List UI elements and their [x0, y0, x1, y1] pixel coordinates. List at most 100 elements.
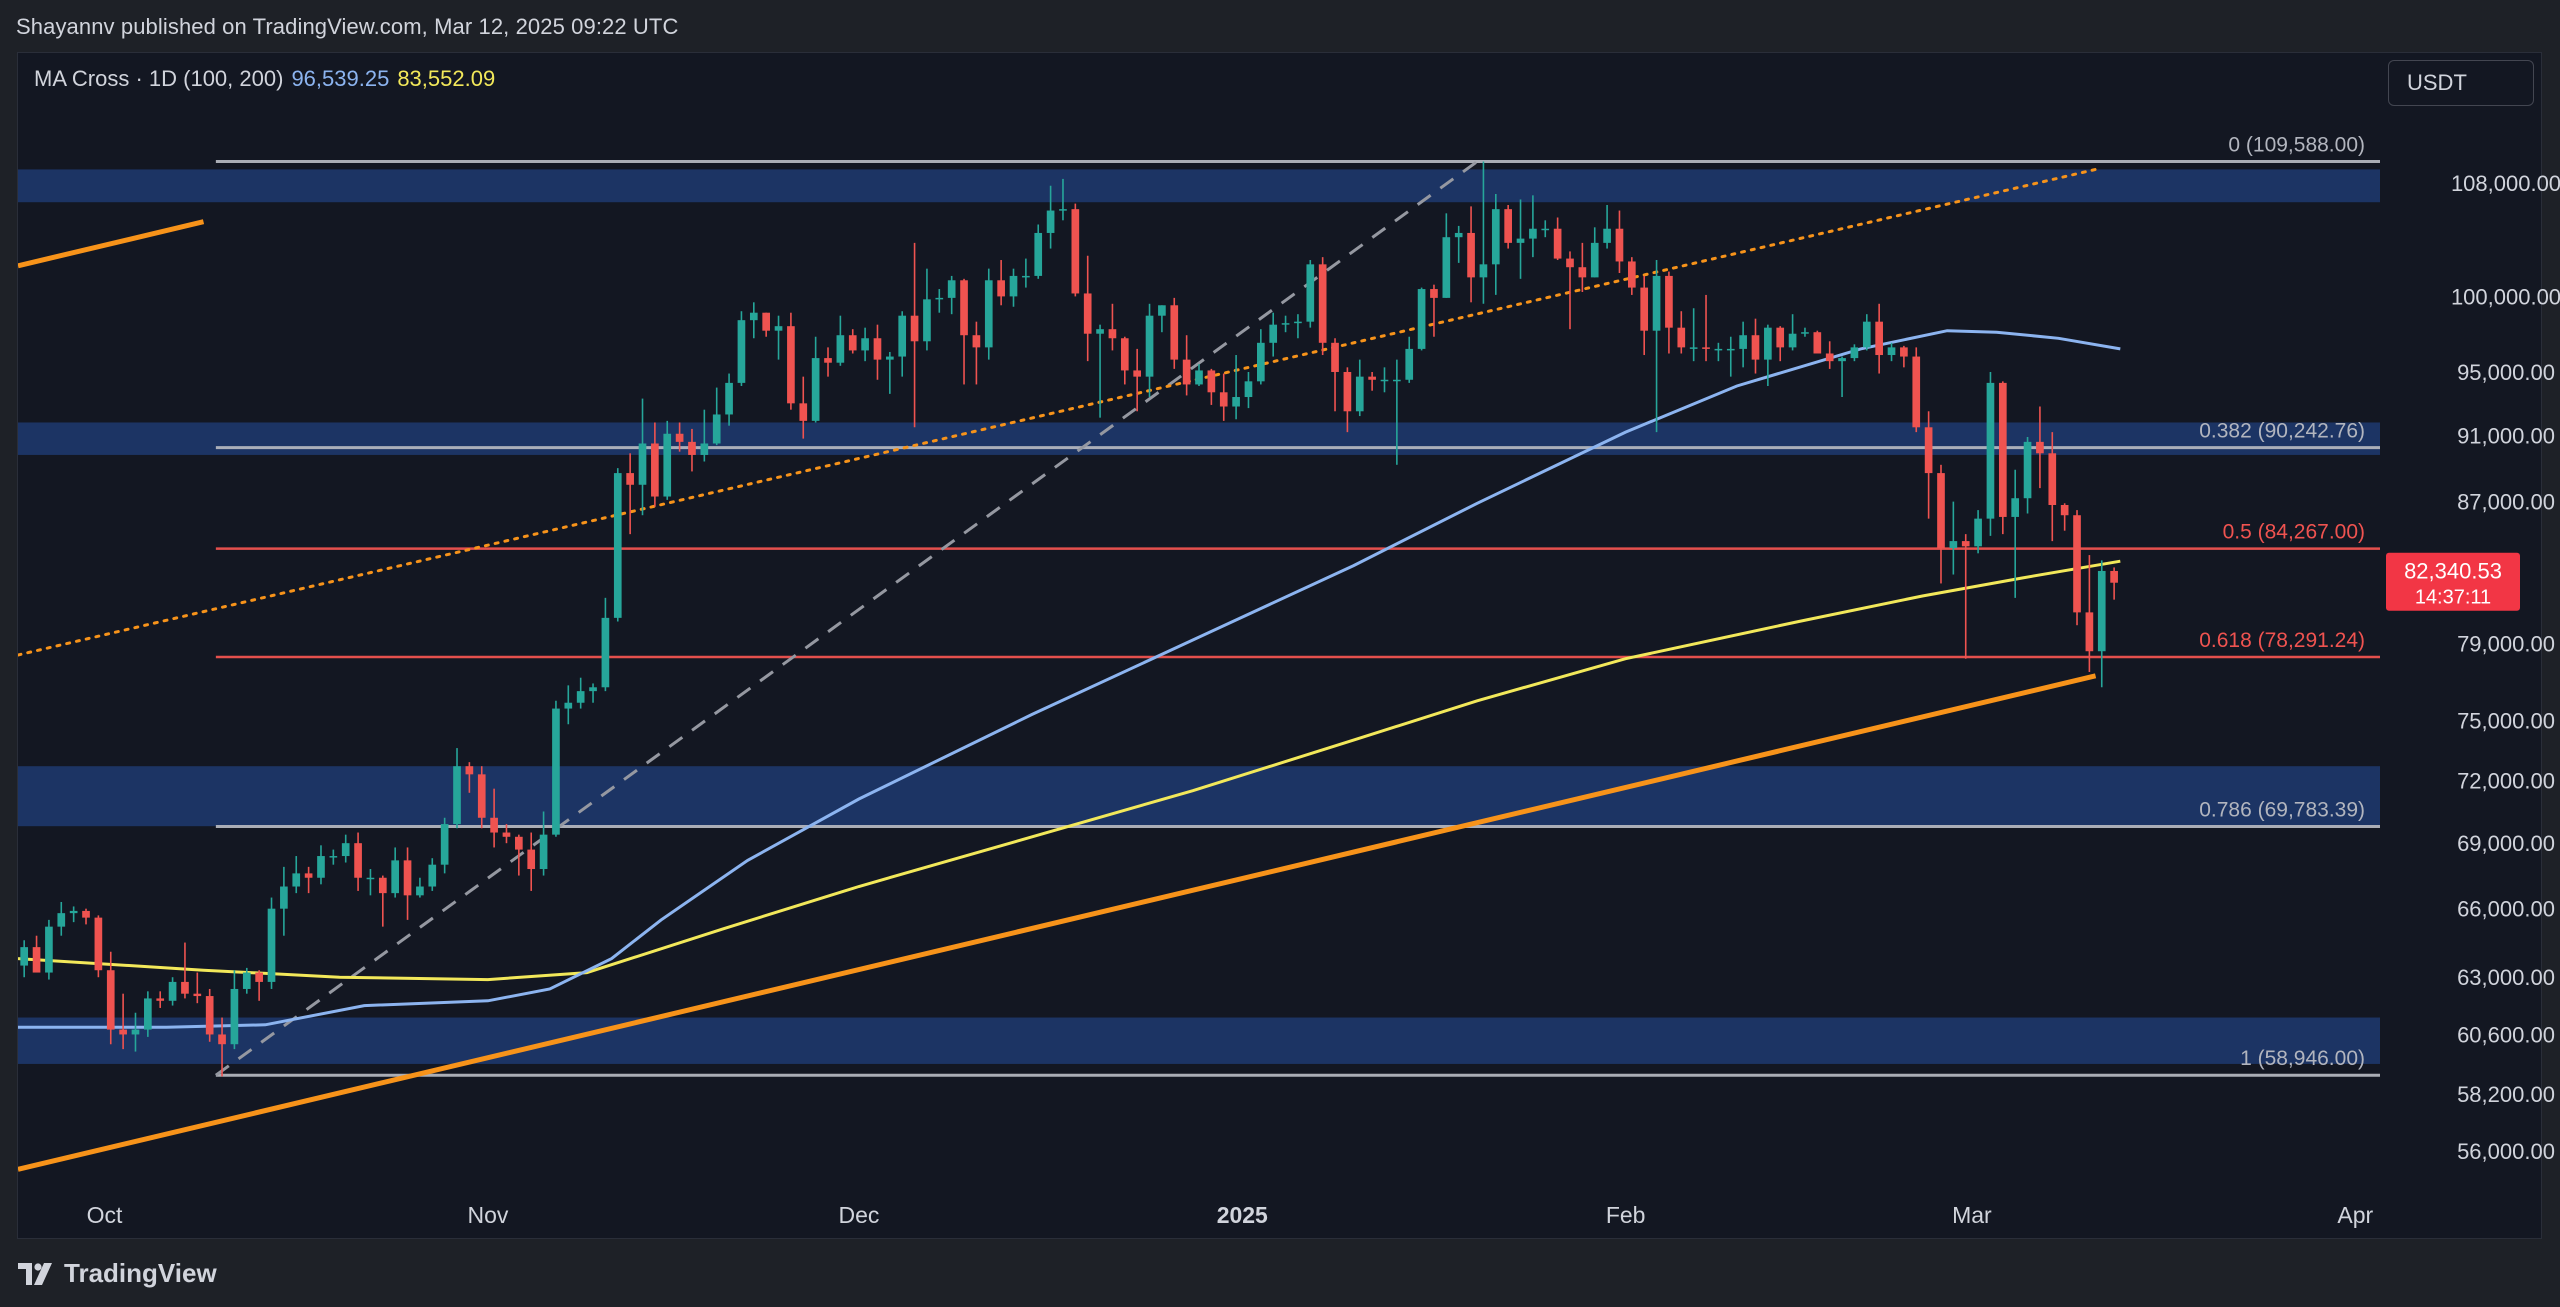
candle-body	[1825, 353, 1834, 362]
candle-body	[1702, 347, 1710, 349]
candle	[576, 677, 585, 709]
candle	[1652, 260, 1661, 433]
candle-body	[1120, 338, 1129, 371]
candle	[1875, 303, 1883, 374]
candle	[923, 268, 931, 351]
candle	[873, 324, 882, 380]
candle-body	[1022, 275, 1030, 278]
candle	[1961, 534, 1970, 659]
candle-body	[131, 1029, 140, 1035]
candle-body	[354, 843, 362, 878]
candle-body	[502, 832, 511, 837]
candle	[1838, 356, 1846, 398]
candle	[2048, 432, 2057, 542]
candle	[317, 845, 325, 885]
candle	[861, 327, 869, 362]
last-price-tag	[2386, 552, 2520, 611]
candle-body	[1133, 370, 1142, 377]
candle-body	[1491, 209, 1500, 265]
candle-body	[1046, 210, 1055, 233]
tradingview-brand[interactable]: TradingView	[18, 1258, 217, 1289]
candle-body	[1566, 258, 1574, 268]
candle	[2073, 510, 2081, 626]
candle-body	[1590, 242, 1599, 278]
candle-body	[1454, 232, 1463, 238]
candle-body	[688, 441, 696, 455]
currency-button[interactable]: USDT	[2388, 60, 2534, 106]
candle-body	[428, 864, 437, 887]
candle-body	[1108, 329, 1117, 339]
y-axis-tick-label: 87,000.00	[2457, 490, 2555, 515]
candle-body	[403, 860, 412, 896]
candle-body	[1912, 356, 1921, 428]
candle-body	[1405, 348, 1414, 380]
candle	[1467, 206, 1475, 303]
y-axis-tick-label: 56,000.00	[2457, 1139, 2555, 1164]
candle-body	[366, 877, 375, 880]
candle-body	[1776, 327, 1785, 348]
candle-body	[1170, 305, 1179, 360]
candle-body	[440, 824, 449, 865]
candle	[416, 877, 424, 898]
candle-body	[1083, 293, 1092, 334]
candle-body	[1578, 267, 1587, 278]
candle-body	[910, 315, 919, 342]
ma200-line	[18, 559, 2121, 982]
candle-body	[1207, 370, 1216, 393]
y-axis-tick-label: 108,000.00	[2451, 171, 2560, 196]
candle-body	[811, 358, 820, 421]
candle	[1751, 318, 1760, 374]
candle-body	[799, 403, 808, 421]
y-axis-tick-label: 79,000.00	[2457, 632, 2555, 657]
candle	[1937, 464, 1945, 584]
candle	[267, 897, 276, 989]
candle	[651, 422, 659, 507]
candle	[1405, 336, 1414, 383]
candle-body	[651, 443, 659, 497]
candle	[1850, 344, 1859, 362]
candle-body	[1788, 333, 1797, 348]
candle	[1442, 213, 1451, 298]
x-axis-tick-label: Nov	[467, 1202, 508, 1228]
candle	[1281, 315, 1290, 333]
fib-level-label: 0.786 (69,783.39)	[2199, 799, 2365, 822]
candle-body	[1541, 228, 1550, 231]
candle	[1046, 185, 1055, 249]
candle	[156, 991, 165, 1008]
candle-body	[1244, 381, 1253, 398]
candle	[1195, 364, 1203, 387]
candle	[329, 849, 338, 865]
candle	[1034, 224, 1043, 279]
candle	[1529, 195, 1537, 258]
candle	[1516, 199, 1525, 279]
candle	[205, 988, 214, 1042]
candle	[1182, 335, 1191, 396]
candle-body	[1689, 347, 1698, 349]
candle	[1380, 367, 1389, 393]
candle-body	[1306, 264, 1315, 322]
indicator-legend[interactable]: MA Cross · 1D (100, 200) 96,539.25 83,552.…	[34, 66, 495, 92]
y-axis-tick-label: 100,000.00	[2451, 284, 2560, 309]
candle-body	[106, 970, 115, 1030]
candle-body	[997, 280, 1005, 297]
candle-body	[1034, 232, 1043, 276]
candle-body	[1553, 228, 1562, 259]
candle-body	[1961, 541, 1970, 547]
candle	[1615, 210, 1624, 274]
candle-body	[1393, 379, 1401, 382]
candle-body	[1479, 264, 1488, 278]
candle-body	[675, 433, 684, 442]
y-axis-tick-label: 60,600.00	[2457, 1022, 2555, 1047]
candle	[1887, 342, 1896, 362]
candle-body	[1764, 327, 1772, 360]
x-axis-tick-label: Dec	[838, 1202, 879, 1228]
tradingview-logo-icon	[18, 1262, 52, 1285]
candle-body	[576, 691, 585, 703]
candle	[1368, 371, 1376, 391]
candle-body	[193, 993, 202, 997]
candle-body	[2060, 505, 2069, 516]
candle-body	[1182, 359, 1191, 385]
candle	[960, 278, 968, 385]
candle	[1862, 314, 1871, 351]
